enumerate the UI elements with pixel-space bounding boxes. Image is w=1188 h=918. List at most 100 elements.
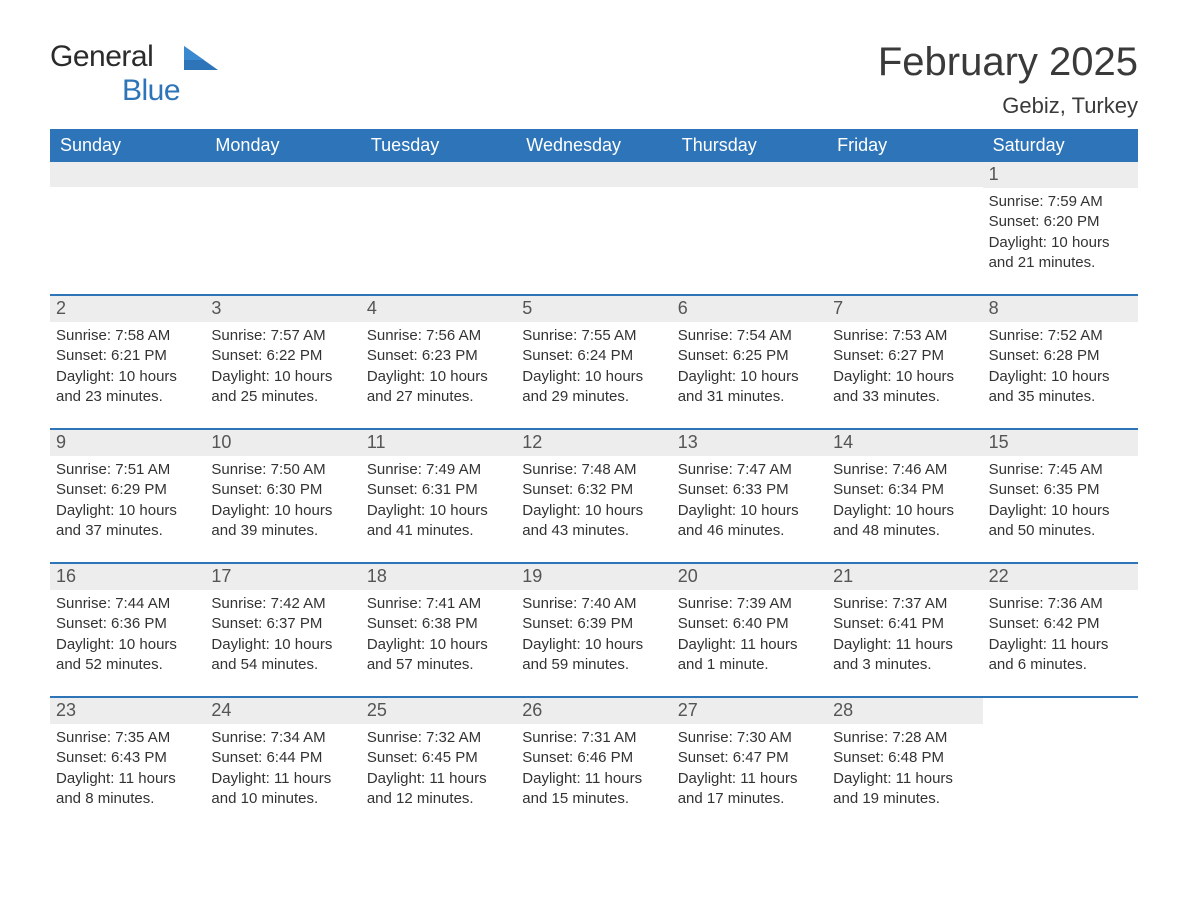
day-cell: 15Sunrise: 7:45 AMSunset: 6:35 PMDayligh…	[983, 430, 1138, 550]
logo: General Blue	[50, 40, 218, 108]
day-cell: 26Sunrise: 7:31 AMSunset: 6:46 PMDayligh…	[516, 698, 671, 818]
day-number: 2	[50, 296, 205, 322]
day-info-line: and 43 minutes.	[522, 521, 663, 541]
day-info-line: Sunset: 6:40 PM	[678, 614, 819, 634]
day-number	[361, 162, 516, 187]
day-info-line: Sunset: 6:48 PM	[833, 748, 974, 768]
day-info-line: Sunrise: 7:51 AM	[56, 460, 197, 480]
month-title: February 2025	[878, 40, 1138, 85]
day-number: 11	[361, 430, 516, 456]
day-number: 28	[827, 698, 982, 724]
day-number	[50, 162, 205, 187]
day-info: Sunrise: 7:50 AMSunset: 6:30 PMDaylight:…	[209, 460, 352, 541]
day-info-line: Sunrise: 7:58 AM	[56, 326, 197, 346]
day-cell: 12Sunrise: 7:48 AMSunset: 6:32 PMDayligh…	[516, 430, 671, 550]
day-info-line: Sunrise: 7:37 AM	[833, 594, 974, 614]
weekday-header: Thursday	[672, 129, 827, 162]
day-info-line: and 21 minutes.	[989, 253, 1130, 273]
day-info-line: Sunrise: 7:54 AM	[678, 326, 819, 346]
day-cell: 19Sunrise: 7:40 AMSunset: 6:39 PMDayligh…	[516, 564, 671, 684]
weekday-header-row: SundayMondayTuesdayWednesdayThursdayFrid…	[50, 129, 1138, 162]
day-info-line: and 10 minutes.	[211, 789, 352, 809]
day-cell: 8 Sunrise: 7:52 AMSunset: 6:28 PMDaylight…	[983, 296, 1138, 416]
day-info: Sunrise: 7:45 AMSunset: 6:35 PMDaylight:…	[987, 460, 1130, 541]
day-info-line: Sunrise: 7:48 AM	[522, 460, 663, 480]
day-info-line: and 46 minutes.	[678, 521, 819, 541]
day-number: 13	[672, 430, 827, 456]
day-info-line: Daylight: 11 hours	[367, 769, 508, 789]
day-number: 5	[516, 296, 671, 322]
day-info-line: Sunset: 6:34 PM	[833, 480, 974, 500]
day-info-line: Daylight: 11 hours	[833, 769, 974, 789]
day-cell: 1Sunrise: 7:59 AMSunset: 6:20 PMDaylight…	[983, 162, 1138, 282]
day-info-line: and 37 minutes.	[56, 521, 197, 541]
day-info-line: and 59 minutes.	[522, 655, 663, 675]
day-info-line: Daylight: 10 hours	[833, 367, 974, 387]
day-info: Sunrise: 7:44 AMSunset: 6:36 PMDaylight:…	[54, 594, 197, 675]
day-info: Sunrise: 7:51 AMSunset: 6:29 PMDaylight:…	[54, 460, 197, 541]
day-info-line: Sunrise: 7:28 AM	[833, 728, 974, 748]
day-info: Sunrise: 7:52 AMSunset: 6:28 PMDaylight:…	[987, 326, 1130, 407]
day-info-line: and 50 minutes.	[989, 521, 1130, 541]
day-info: Sunrise: 7:55 AMSunset: 6:24 PMDaylight:…	[520, 326, 663, 407]
day-cell: 13 Sunrise: 7:47 AMSunset: 6:33 PMDayligh…	[672, 430, 827, 550]
day-info-line: and 29 minutes.	[522, 387, 663, 407]
day-number: 8	[983, 296, 1138, 322]
day-info: Sunrise: 7:42 AMSunset: 6:37 PMDaylight:…	[209, 594, 352, 675]
day-info: Sunrise: 7:39 AMSunset: 6:40 PMDaylight:…	[676, 594, 819, 675]
day-info: Sunrise: 7:31 AMSunset: 6:46 PMDaylight:…	[520, 728, 663, 809]
day-info-line: and 54 minutes.	[211, 655, 352, 675]
day-info-line: and 8 minutes.	[56, 789, 197, 809]
day-info-line: Sunrise: 7:40 AM	[522, 594, 663, 614]
day-info-line: Sunrise: 7:30 AM	[678, 728, 819, 748]
day-number: 4	[361, 296, 516, 322]
day-info: Sunrise: 7:35 AMSunset: 6:43 PMDaylight:…	[54, 728, 197, 809]
day-info-line: Sunset: 6:24 PM	[522, 346, 663, 366]
day-info-line: Daylight: 10 hours	[367, 367, 508, 387]
day-info: Sunrise: 7:32 AMSunset: 6:45 PMDaylight:…	[365, 728, 508, 809]
day-info-line: Sunrise: 7:32 AM	[367, 728, 508, 748]
day-cell	[672, 162, 827, 282]
logo-triangle-icon	[184, 46, 218, 70]
day-info-line: Sunset: 6:46 PM	[522, 748, 663, 768]
day-number: 20	[672, 564, 827, 590]
day-number: 14	[827, 430, 982, 456]
day-info-line: Daylight: 10 hours	[211, 635, 352, 655]
day-number: 10	[205, 430, 360, 456]
day-info: Sunrise: 7:49 AMSunset: 6:31 PMDaylight:…	[365, 460, 508, 541]
day-number: 12	[516, 430, 671, 456]
day-number: 1	[983, 162, 1138, 188]
day-number: 6	[672, 296, 827, 322]
day-number: 17	[205, 564, 360, 590]
day-info-line: and 15 minutes.	[522, 789, 663, 809]
day-info-line: and 6 minutes.	[989, 655, 1130, 675]
day-info-line: Daylight: 10 hours	[367, 501, 508, 521]
day-info-line: Sunset: 6:47 PM	[678, 748, 819, 768]
day-info: Sunrise: 7:47 AMSunset: 6:33 PMDaylight:…	[676, 460, 819, 541]
day-info-line: Daylight: 11 hours	[522, 769, 663, 789]
day-info-line: Sunset: 6:39 PM	[522, 614, 663, 634]
day-info: Sunrise: 7:54 AMSunset: 6:25 PMDaylight:…	[676, 326, 819, 407]
day-info-line: Sunrise: 7:59 AM	[989, 192, 1130, 212]
day-cell: 25Sunrise: 7:32 AMSunset: 6:45 PMDayligh…	[361, 698, 516, 818]
day-number	[827, 162, 982, 187]
day-number	[983, 698, 1138, 723]
weekday-header: Wednesday	[516, 129, 671, 162]
week-row: 16Sunrise: 7:44 AMSunset: 6:36 PMDayligh…	[50, 562, 1138, 684]
day-info-line: and 41 minutes.	[367, 521, 508, 541]
day-info-line: Sunset: 6:38 PM	[367, 614, 508, 634]
day-cell: 10 Sunrise: 7:50 AMSunset: 6:30 PMDayligh…	[205, 430, 360, 550]
day-info-line: Daylight: 11 hours	[989, 635, 1130, 655]
day-info-line: Sunset: 6:44 PM	[211, 748, 352, 768]
day-info-line: Sunset: 6:23 PM	[367, 346, 508, 366]
day-cell: 24Sunrise: 7:34 AMSunset: 6:44 PMDayligh…	[205, 698, 360, 818]
day-info-line: Daylight: 10 hours	[367, 635, 508, 655]
day-info-line: and 1 minute.	[678, 655, 819, 675]
day-info-line: and 25 minutes.	[211, 387, 352, 407]
day-info-line: and 17 minutes.	[678, 789, 819, 809]
day-info-line: Sunrise: 7:53 AM	[833, 326, 974, 346]
day-info-line: Sunrise: 7:55 AM	[522, 326, 663, 346]
day-info-line: Sunrise: 7:35 AM	[56, 728, 197, 748]
day-info-line: Sunrise: 7:50 AM	[211, 460, 352, 480]
day-info-line: Sunset: 6:21 PM	[56, 346, 197, 366]
